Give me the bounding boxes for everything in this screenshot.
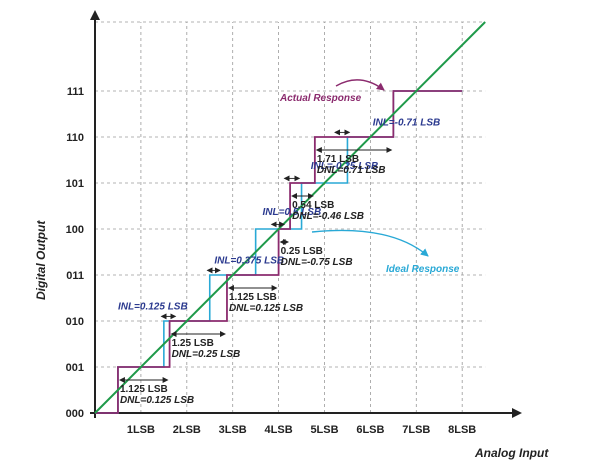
dnl-label: DNL=-0.46 LSB — [292, 211, 364, 222]
inl-label: INL=0.5 LSB — [263, 207, 322, 218]
x-tick-label: 3LSB — [219, 424, 247, 436]
y-axis-title: Digital Output — [34, 220, 48, 300]
inl-label: INL=-0.25 LSB — [311, 161, 379, 172]
inl-label: INL=-0.71 LSB — [373, 118, 441, 129]
inl-label: INL=0.375 LSB — [214, 256, 284, 267]
actual-response-label: Actual Response — [279, 93, 362, 104]
actual-response-steps — [95, 90, 463, 414]
inl-label: INL=0.125 LSB — [118, 302, 188, 313]
x-tick-label: 2LSB — [173, 424, 201, 436]
code-width-label: 1.125 LSB — [120, 384, 168, 395]
y-tick-label: 100 — [66, 224, 84, 236]
ideal-diagonal-line — [94, 21, 486, 414]
dnl-label: DNL=0.71 LSB — [317, 165, 386, 176]
code-width-label: 1.25 LSB — [172, 338, 214, 349]
ideal-response-label: Ideal Response — [386, 264, 460, 275]
y-tick-label: 000 — [66, 408, 84, 420]
code-width-label: 1.71 LSB — [317, 154, 359, 165]
x-tick-label: 4LSB — [265, 424, 293, 436]
grid — [95, 21, 486, 413]
x-tick-label: 8LSB — [448, 424, 476, 436]
y-tick-label: 111 — [67, 86, 84, 98]
x-tick-label: 6LSB — [356, 424, 384, 436]
code-width-label: 1.125 LSB — [229, 292, 277, 303]
actual-response-callout: Actual Response — [279, 79, 385, 104]
code-width-label: 0.25 LSB — [281, 246, 323, 257]
y-tick-label: 110 — [66, 132, 84, 144]
tick-labels: 1LSB 2LSB 3LSB 4LSB 5LSB 6LSB 7LSB 8LSB 000 001 01… — [66, 86, 477, 436]
y-tick-label: 010 — [66, 316, 84, 328]
dnl-label: DNL=-0.75 LSB — [281, 257, 353, 268]
axes — [90, 10, 522, 418]
y-tick-label: 001 — [66, 362, 84, 374]
y-tick-label: 011 — [66, 270, 84, 282]
x-axis-title: Analog Input — [474, 446, 549, 460]
ideal-response-callout: Ideal Response — [311, 229, 460, 275]
x-tick-label: 5LSB — [310, 424, 338, 436]
actual-response-staircase — [95, 90, 463, 414]
dnl-label: DNL=0.125 LSB — [120, 395, 194, 406]
actual-response-arrow — [335, 79, 385, 91]
dnl-label: DNL=0.125 LSB — [229, 303, 303, 314]
x-tick-label: 7LSB — [402, 424, 430, 436]
code-width-label: 0.54 LSB — [292, 200, 334, 211]
y-tick-label: 101 — [66, 178, 84, 190]
dnl-label: DNL=0.25 LSB — [172, 349, 241, 360]
x-tick-label: 1LSB — [127, 424, 155, 436]
ideal-response-arrow — [311, 229, 429, 257]
